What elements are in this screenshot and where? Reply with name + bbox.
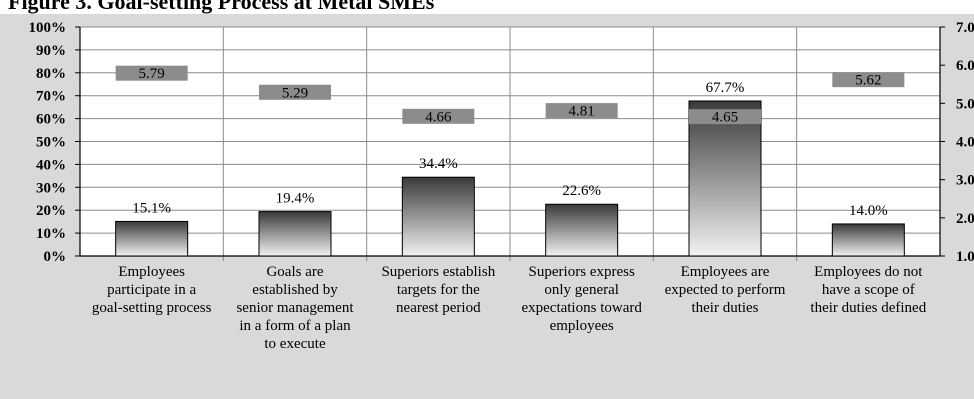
left-axis-tick-label: 70% bbox=[36, 89, 66, 105]
score-marker-label: 5.62 bbox=[855, 73, 881, 89]
left-axis-tick-label: 60% bbox=[36, 112, 66, 128]
bar-data-label: 34.4% bbox=[419, 156, 458, 172]
bar bbox=[545, 203, 619, 257]
bar bbox=[831, 223, 905, 257]
bar bbox=[258, 211, 332, 257]
left-axis-tick-label: 30% bbox=[36, 180, 66, 196]
bar-data-label: 19.4% bbox=[276, 191, 315, 207]
left-axis-tick-label: 10% bbox=[36, 226, 66, 242]
bar bbox=[688, 100, 762, 257]
category-label: Superiors express only general expectation… bbox=[521, 264, 642, 334]
right-axis-tick-label: 2.0 bbox=[956, 211, 974, 227]
category-label: Superiors establish targets for the neares… bbox=[381, 264, 495, 316]
category-label: Goals are established by senior management… bbox=[236, 264, 354, 352]
right-axis-tick-label: 3.0 bbox=[956, 173, 974, 189]
right-axis-tick-label: 6.0 bbox=[956, 58, 974, 74]
score-marker bbox=[402, 108, 475, 124]
left-axis-tick-label: 100% bbox=[29, 20, 67, 36]
left-axis-tick-label: 0% bbox=[44, 249, 67, 265]
bar bbox=[115, 220, 189, 257]
bar-data-label: 14.0% bbox=[849, 203, 888, 219]
score-marker bbox=[545, 103, 618, 119]
category-label: Employees participate in a goal-setting pr… bbox=[92, 264, 212, 316]
right-axis-tick-label: 5.0 bbox=[956, 96, 974, 112]
score-marker bbox=[259, 84, 331, 100]
score-marker-label: 4.81 bbox=[569, 104, 595, 120]
bar-data-label: 67.7% bbox=[706, 80, 745, 96]
score-marker-label: 5.29 bbox=[282, 85, 308, 101]
chart-area: 0% 10% 20% 30% 40% 50% 60% 70% 80% 90% 100% 1.0 2.0 3… bbox=[0, 14, 974, 399]
score-marker bbox=[115, 65, 188, 81]
left-axis-tick-label: 80% bbox=[36, 66, 66, 82]
score-marker-label: 4.66 bbox=[425, 109, 452, 125]
chart-title: Figure 3. Goal-setting Process at Metal … bbox=[8, 0, 435, 14]
score-marker-label: 5.79 bbox=[139, 66, 165, 82]
bar-data-label: 15.1% bbox=[132, 200, 171, 216]
right-axis-tick-label: 4.0 bbox=[956, 135, 974, 151]
score-marker bbox=[832, 72, 905, 88]
bar-data-label: 22.6% bbox=[562, 183, 601, 199]
category-label: Employees are expected to perform their du… bbox=[665, 264, 786, 316]
bar bbox=[401, 176, 475, 257]
left-axis-tick-label: 90% bbox=[36, 43, 66, 59]
right-axis-tick-label: 1.0 bbox=[956, 249, 974, 265]
score-marker-label: 4.65 bbox=[712, 110, 738, 126]
left-axis-tick-label: 50% bbox=[36, 135, 66, 151]
left-axis-tick-label: 40% bbox=[36, 157, 66, 173]
right-axis-tick-label: 7.0 bbox=[956, 20, 974, 36]
bar-chart: 0% 10% 20% 30% 40% 50% 60% 70% 80% 90% 100% 1.0 2.0 3… bbox=[29, 20, 974, 352]
left-axis-tick-label: 20% bbox=[36, 203, 66, 219]
score-marker bbox=[689, 109, 761, 125]
category-label: Employees do not have a scope of their dut… bbox=[810, 264, 926, 316]
